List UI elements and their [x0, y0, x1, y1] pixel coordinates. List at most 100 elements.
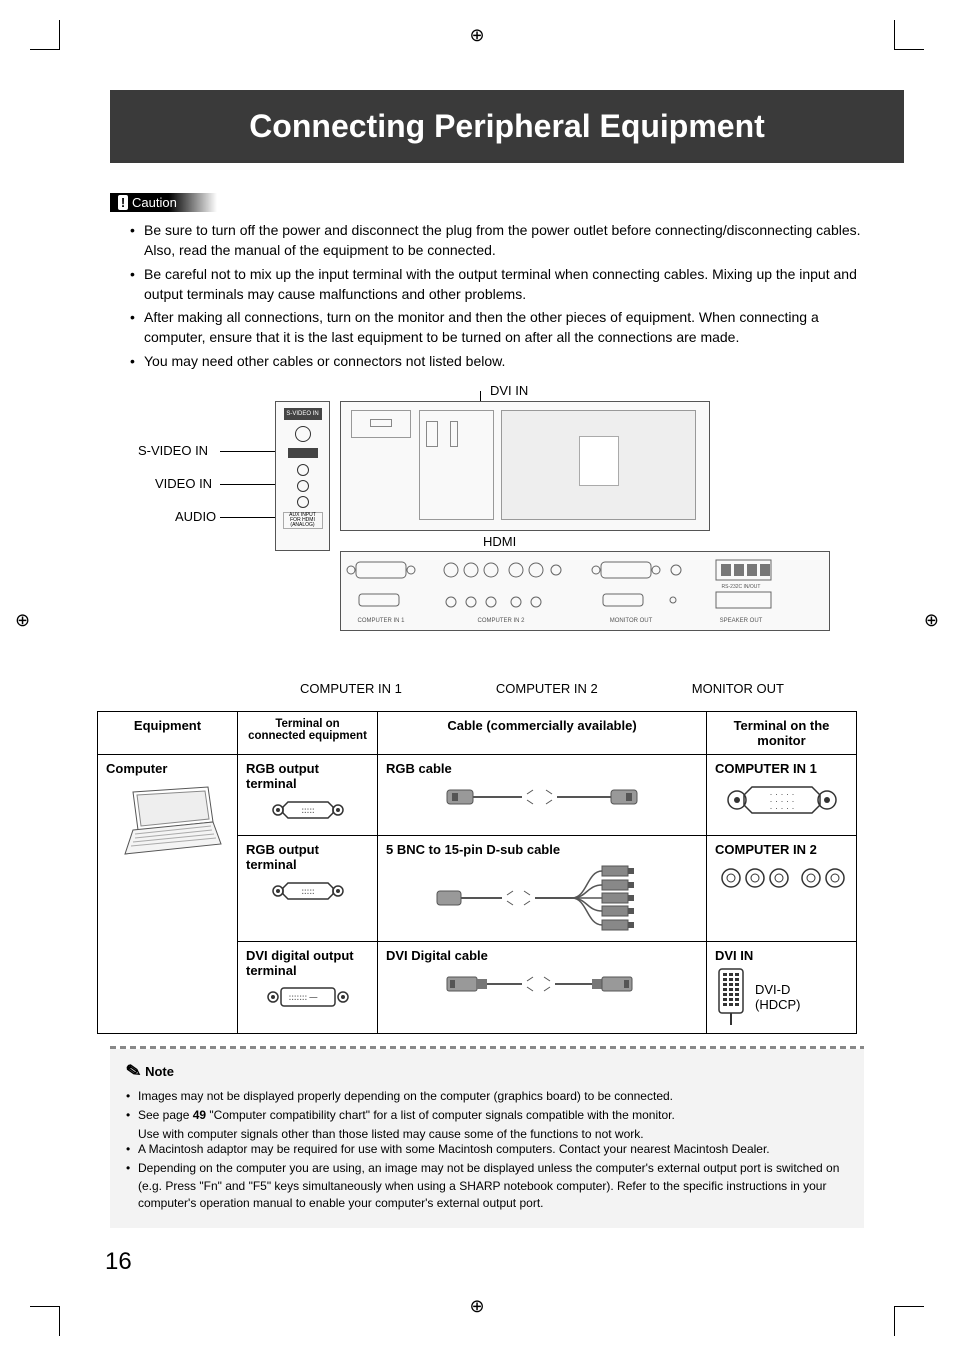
svg-text::::::: ::::: [301, 887, 314, 896]
page-ref: 49 [193, 1108, 206, 1122]
page: ⊕ ⊕ ⊕ Connecting Peripheral Equipment Ca… [50, 30, 904, 1326]
cable-label: RGB cable [386, 761, 452, 776]
svg-text::::::: ::::: [301, 806, 314, 815]
note-list: Images may not be displayed properly dep… [126, 1088, 848, 1125]
registration-mark-icon: ⊕ [924, 610, 939, 631]
bnc-cable-icon [432, 863, 652, 933]
svg-text:· · · · ·: · · · · · [769, 803, 794, 813]
svg-text:RS-232C IN/OUT: RS-232C IN/OUT [722, 584, 761, 590]
diagram-label-cin2: COMPUTER IN 2 [496, 681, 598, 696]
registration-mark-icon: ⊕ [15, 610, 30, 631]
side-panel-icon: S-VIDEO IN AUX INPUTFOR HDMI(ANALOG) [275, 401, 330, 551]
diagram-label-dvi: DVI IN [490, 383, 528, 398]
svg-text:COMPUTER IN 1: COMPUTER IN 1 [357, 618, 405, 624]
port-icon [297, 496, 309, 508]
crop-mark-icon [894, 20, 924, 50]
port-icon [450, 421, 458, 447]
table-row: Computer RGB output terminal ::::: [98, 755, 857, 836]
diagram-label-svideo: S-VIDEO IN [138, 443, 208, 458]
note-item: Depending on the computer you are using,… [126, 1160, 848, 1212]
diagram-label-audio: AUDIO [175, 509, 216, 524]
cell-monitor-term: COMPUTER IN 1 · · · · · · · · · · · · · … [707, 755, 857, 836]
monitor-front-icon [340, 401, 710, 531]
svg-text:SPEAKER OUT: SPEAKER OUT [720, 618, 763, 624]
note-heading: ✎ Note [126, 1061, 848, 1082]
cable-label: DVI Digital cable [386, 948, 488, 963]
port-icon [297, 480, 309, 492]
vga-port-icon: ::::: [268, 878, 348, 904]
th-equipment: Equipment [98, 712, 238, 755]
diagram-label-hdmi: HDMI [483, 534, 516, 549]
dvi-cable-icon [442, 969, 642, 999]
page-title: Connecting Peripheral Equipment [110, 90, 904, 163]
monitor-term-label: COMPUTER IN 1 [715, 761, 817, 776]
note-label: Note [145, 1064, 174, 1079]
diagram-label-monout: MONITOR OUT [692, 681, 784, 696]
table-header-row: Equipment Terminal on connected equipmen… [98, 712, 857, 755]
port-icon [288, 448, 318, 458]
cable-label: 5 BNC to 15-pin D-sub cable [386, 842, 560, 857]
panel-icon [579, 436, 619, 486]
dvi-sub-label: DVI-D (HDCP) [755, 982, 801, 1012]
th-monitor: Terminal on the monitor [707, 712, 857, 755]
svg-text:MONITOR OUT: MONITOR OUT [610, 618, 653, 624]
crop-mark-icon [894, 1306, 924, 1336]
cell-terminal: DVI digital output terminal ::::::: — [238, 942, 378, 1034]
registration-mark-icon: ⊕ [469, 1296, 484, 1317]
leader-line [220, 517, 275, 518]
crop-mark-icon [30, 1306, 60, 1336]
connection-table: Equipment Terminal on connected equipmen… [97, 711, 857, 1034]
dvi-port-icon: ::::::: — [263, 984, 353, 1010]
cell-cable: DVI Digital cable [378, 942, 707, 1034]
note-list-2: A Macintosh adaptor may be required for … [126, 1141, 848, 1213]
th-cable: Cable (commercially available) [378, 712, 707, 755]
dvi-vert-port-icon [715, 967, 747, 1027]
rear-panel-icon: COMPUTER IN 1 COMPUTER IN 2 MONITOR OUT [340, 551, 830, 631]
leader-line [220, 484, 275, 485]
laptop-icon [113, 782, 223, 862]
svg-text:COMPUTER IN 2: COMPUTER IN 2 [477, 618, 525, 624]
crop-marks-bottom: ⊕ [50, 1296, 904, 1326]
crop-mark-icon [30, 20, 60, 50]
connection-diagram: DVI IN S-VIDEO IN VIDEO IN AUDIO HDMI S-… [110, 391, 844, 671]
caution-item: After making all connections, turn on th… [130, 307, 864, 348]
vga-port-large-icon: · · · · · · · · · · · · · · · [722, 782, 842, 818]
page-number: 16 [105, 1248, 904, 1276]
note-item: Images may not be displayed properly dep… [126, 1088, 848, 1105]
cell-monitor-term: COMPUTER IN 2 [707, 836, 857, 942]
rear-ports-icon: COMPUTER IN 1 COMPUTER IN 2 MONITOR OUT [341, 552, 831, 632]
svg-text:::::::: —: ::::::: — [288, 993, 317, 1002]
diagram-label-cin1: COMPUTER IN 1 [300, 681, 402, 696]
rgb-cable-icon [442, 782, 642, 812]
caution-list: Be sure to turn off the power and discon… [130, 220, 864, 371]
caution-item: Be careful not to mix up the input termi… [130, 264, 864, 305]
note-item: See page 49 "Computer compatibility char… [126, 1107, 848, 1124]
terminal-label: DVI digital output terminal [246, 948, 354, 978]
leader-line [220, 451, 275, 452]
vga-port-icon: ::::: [268, 797, 348, 823]
port-icon [419, 410, 494, 520]
caution-item: Be sure to turn off the power and discon… [130, 220, 864, 261]
dvi-port-icon [426, 421, 438, 447]
port-icon: S-VIDEO IN [284, 408, 322, 420]
cell-cable: RGB cable [378, 755, 707, 836]
terminal-label: RGB output terminal [246, 761, 319, 791]
equipment-label: Computer [106, 761, 167, 776]
crop-marks-top: ⊕ [50, 30, 904, 70]
cell-cable: 5 BNC to 15-pin D-sub cable [378, 836, 707, 942]
cell-equipment: Computer [98, 755, 238, 1034]
diagram-bottom-labels: COMPUTER IN 1 COMPUTER IN 2 MONITOR OUT [300, 681, 784, 696]
monitor-term-label: COMPUTER IN 2 [715, 842, 817, 857]
port-icon [297, 464, 309, 476]
port-icon [295, 426, 311, 442]
cell-terminal: RGB output terminal ::::: [238, 755, 378, 836]
port-icon [351, 410, 411, 438]
th-terminal: Terminal on connected equipment [238, 712, 378, 755]
note-icon: ✎ [124, 1060, 143, 1083]
diagram-label-video: VIDEO IN [155, 476, 212, 491]
cell-terminal: RGB output terminal ::::: [238, 836, 378, 942]
caution-badge: Caution [110, 193, 217, 212]
monitor-term-label: DVI IN [715, 948, 753, 963]
hdmi-port-icon [370, 419, 392, 427]
cell-monitor-term: DVI IN DVI-D (HDCP) [707, 942, 857, 1034]
